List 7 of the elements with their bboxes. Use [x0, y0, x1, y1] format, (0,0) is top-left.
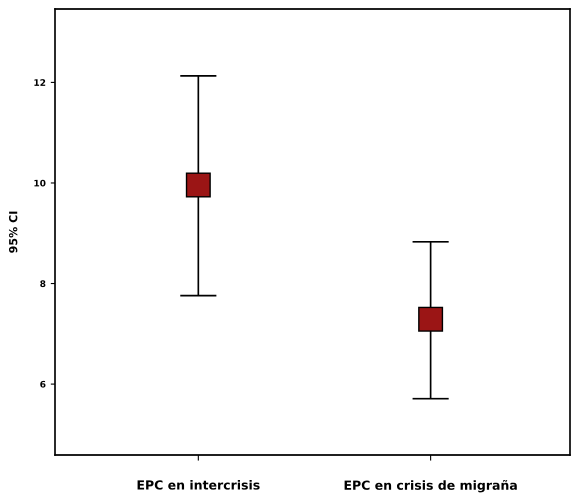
y-tick-label: 10	[34, 180, 46, 187]
x-tick-label: EPC en crisis de migraña	[344, 480, 517, 492]
y-tick-label: 6	[40, 380, 46, 388]
y-tick-label: 12	[34, 79, 46, 86]
y-axis-title: 95% CI	[8, 212, 18, 253]
y-tick-label: 8	[40, 280, 46, 288]
x-tick-label: EPC en intercrisis	[138, 480, 260, 490]
